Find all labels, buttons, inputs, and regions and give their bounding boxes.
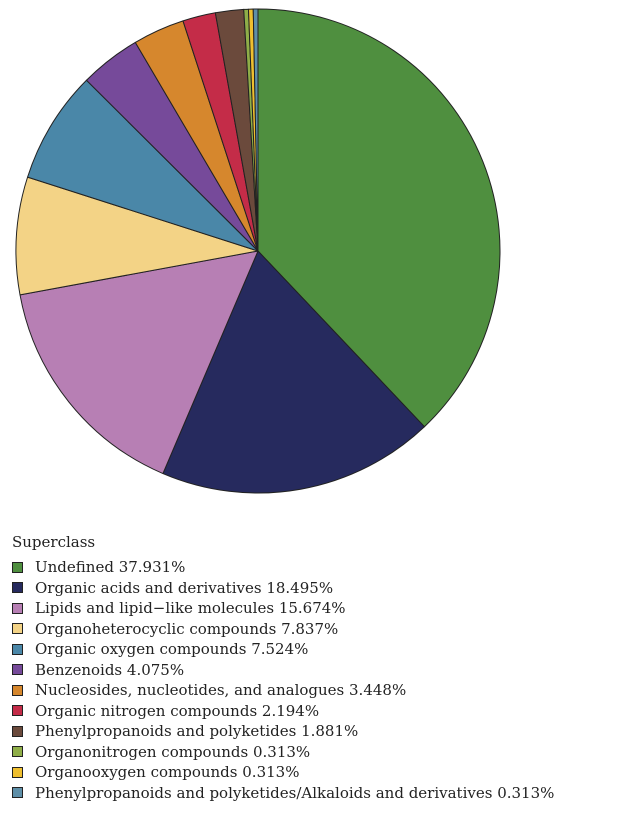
legend-item: Benzenoids 4.075% xyxy=(12,660,616,681)
legend-label: Lipids and lipid−like molecules 15.674% xyxy=(35,599,346,618)
pie-slice-3 xyxy=(15,176,259,296)
pie-chart xyxy=(15,8,501,494)
legend-label: Organic nitrogen compounds 2.194% xyxy=(35,701,320,720)
legend-label: Organonitrogen compounds 0.313% xyxy=(35,742,311,761)
legend-item: Undefined 37.931% xyxy=(12,557,616,578)
legend-swatch xyxy=(12,766,23,778)
legend-swatch xyxy=(12,664,23,676)
legend-item: Phenylpropanoids and polyketides 1.881% xyxy=(12,721,616,742)
legend-item: Organoheterocyclic compounds 7.837% xyxy=(12,619,616,640)
legend-label: Organic acids and derivatives 18.495% xyxy=(35,578,334,597)
pie-slice-4 xyxy=(27,79,259,252)
legend-item: Organic nitrogen compounds 2.194% xyxy=(12,701,616,722)
legend-item: Nucleosides, nucleotides, and analogues … xyxy=(12,680,616,701)
legend-swatch xyxy=(12,705,23,717)
legend-label: Phenylpropanoids and polyketides 1.881% xyxy=(35,722,359,741)
legend-swatch xyxy=(12,725,23,737)
legend-item: Organic oxygen compounds 7.524% xyxy=(12,639,616,660)
legend-label: Phenylpropanoids and polyketides/Alkaloi… xyxy=(35,783,555,802)
legend-item: Phenylpropanoids and polyketides/Alkaloi… xyxy=(12,783,616,804)
legend-items: Undefined 37.931% Organic acids and deriv… xyxy=(12,557,616,803)
pie-slice-0 xyxy=(257,8,501,428)
legend-label: Benzenoids 4.075% xyxy=(35,660,185,679)
pie-slice-2 xyxy=(19,250,259,475)
legend-item: Organic acids and derivatives 18.495% xyxy=(12,578,616,599)
legend-title: Superclass xyxy=(12,533,96,551)
legend-swatch xyxy=(12,602,23,614)
legend-label: Organic oxygen compounds 7.524% xyxy=(35,640,309,659)
legend-item: Organooxygen compounds 0.313% xyxy=(12,762,616,783)
legend-swatch xyxy=(12,684,23,696)
legend-swatch xyxy=(12,561,23,573)
legend-swatch xyxy=(12,787,23,799)
legend-label: Undefined 37.931% xyxy=(35,558,186,577)
legend-label: Nucleosides, nucleotides, and analogues … xyxy=(35,681,407,700)
legend-swatch xyxy=(12,746,23,758)
legend: Superclass Undefined 37.931% Organic acid… xyxy=(12,531,616,803)
pie-slice-11 xyxy=(252,8,259,252)
legend-swatch xyxy=(12,623,23,635)
legend-swatch xyxy=(12,582,23,594)
pie-slice-1 xyxy=(162,250,425,494)
legend-swatch xyxy=(12,643,23,655)
legend-label: Organoheterocyclic compounds 7.837% xyxy=(35,619,339,638)
legend-item: Lipids and lipid−like molecules 15.674% xyxy=(12,598,616,619)
legend-label: Organooxygen compounds 0.313% xyxy=(35,763,300,782)
legend-item: Organonitrogen compounds 0.313% xyxy=(12,742,616,763)
